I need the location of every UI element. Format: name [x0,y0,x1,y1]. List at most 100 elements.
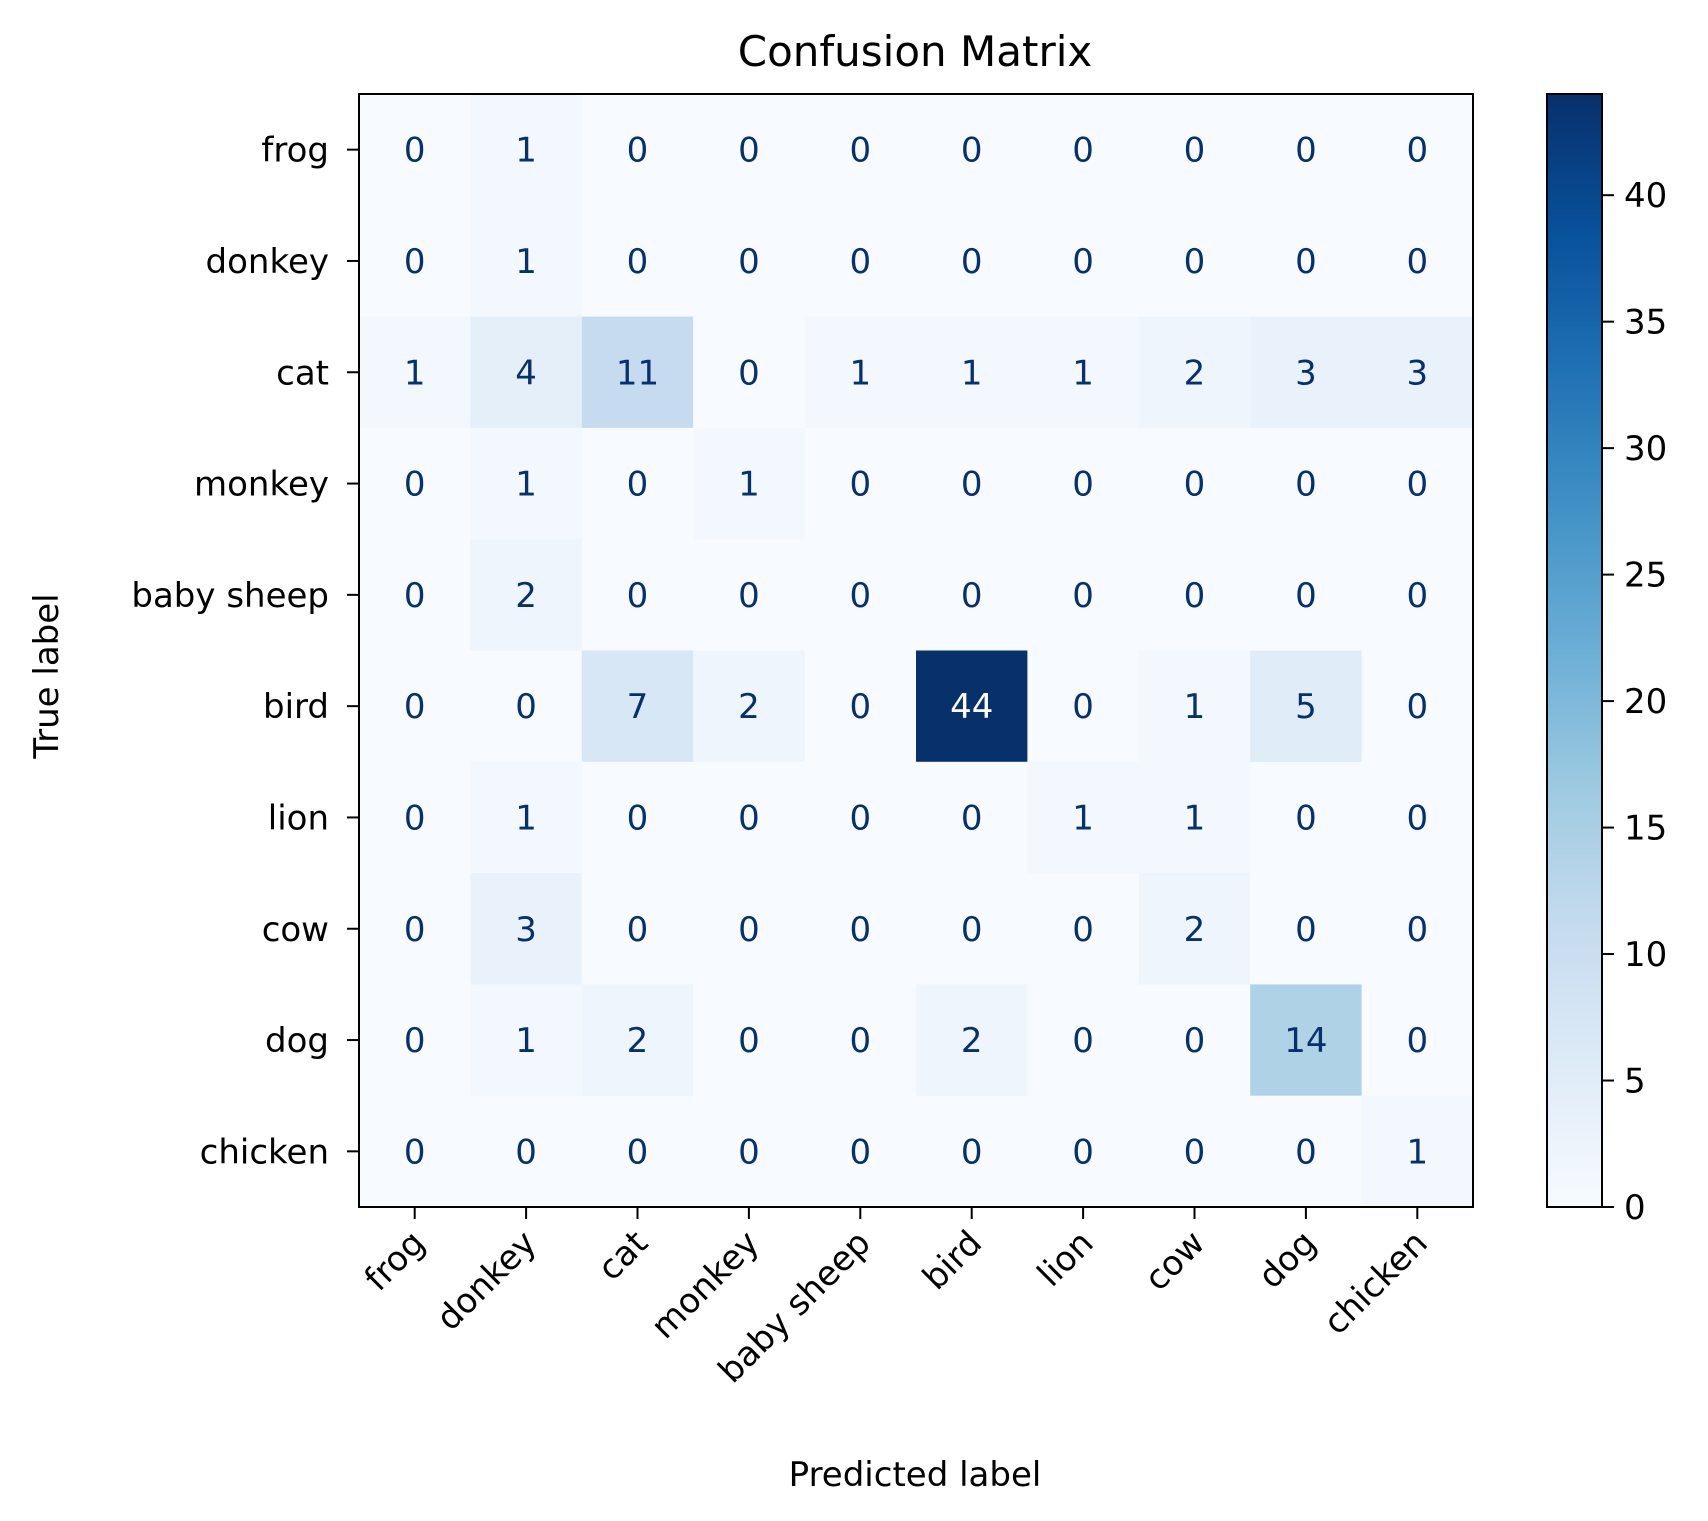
heatmap-cell [1250,316,1363,429]
plot-frame [358,93,1474,1208]
heatmap-cell [1361,205,1474,318]
cell-value-label: 0 [1072,910,1094,950]
y-tick-label: lion [268,798,329,838]
heatmap-cell [1138,873,1251,985]
heatmap-cell [470,316,583,429]
cell-value-label: 0 [1184,1021,1206,1061]
heatmap-cell [916,427,1028,540]
heatmap-cell [916,539,1028,651]
cell-value-label: 0 [1406,131,1428,171]
heatmap-cell [581,94,694,206]
cell-value-label: 3 [1406,353,1428,393]
cell-value-label: 0 [849,242,871,282]
heatmap-cell [1027,316,1140,429]
heatmap-cell [693,205,806,318]
heatmap-cell [581,427,694,540]
heatmap-cell [359,650,471,763]
cell-value-label: 0 [738,910,760,950]
heatmap-cell [804,427,917,540]
cell-value-label: 1 [1406,1132,1428,1172]
cell-value-label: 0 [404,910,426,950]
heatmap-cell [693,427,806,540]
heatmap-cell [693,650,806,763]
cell-value-label: 0 [961,1132,983,1172]
heatmap-cell [1361,427,1474,540]
cell-value-label: 0 [1184,576,1206,616]
y-tick-label: baby sheep [131,576,329,616]
heatmap-cell [1250,94,1363,206]
cell-value-label: 2 [1184,353,1206,393]
colorbar-tick-label: 15 [1624,809,1667,849]
x-tick-label: cow [1137,1223,1213,1299]
y-tick-label: donkey [206,242,329,282]
heatmap-cell [1027,1095,1140,1208]
heatmap-cell [359,1095,471,1208]
heatmap-cell [804,1095,917,1208]
cell-value-label: 0 [1072,242,1094,282]
heatmap-cell [470,761,583,874]
heatmap-cell [1361,539,1474,651]
heatmap-cell [1138,539,1251,651]
heatmap-cell [1138,316,1251,429]
x-tick-label: chicken [1316,1223,1436,1343]
colorbar-tick-label: 20 [1624,682,1667,722]
heatmap-cell [1361,761,1474,874]
cell-value-label: 0 [1072,1021,1094,1061]
heatmap-cell [1361,94,1474,206]
cell-value-label: 44 [950,687,993,727]
heatmap-cell [359,427,471,540]
cell-value-label: 0 [1295,242,1317,282]
cell-value-label: 7 [627,687,649,727]
cell-value-label: 0 [627,576,649,616]
cell-value-label: 0 [738,353,760,393]
heatmap-cell [804,205,917,318]
cell-value-label: 0 [404,576,426,616]
y-tick-label: frog [261,131,329,171]
cell-value-label: 0 [1072,131,1094,171]
cell-value-label: 2 [961,1021,983,1061]
y-axis-label: True label [27,593,67,759]
cell-value-label: 0 [404,1021,426,1061]
cell-value-label: 0 [1406,798,1428,838]
colorbar [1546,93,1603,1208]
cell-value-label: 0 [404,131,426,171]
heatmap-cell [693,94,806,206]
heatmap-cell [1138,650,1251,763]
heatmap-cell [1250,205,1363,318]
heatmap-cell [693,539,806,651]
cell-value-label: 0 [1072,465,1094,505]
x-tick-label: bird [915,1223,990,1298]
heatmap-cell [1138,761,1251,874]
heatmap-cell [693,761,806,874]
y-tick-label: bird [263,687,329,727]
heatmap-cell [804,873,917,985]
cell-value-label: 0 [1406,1021,1428,1061]
cell-value-label: 0 [1295,1132,1317,1172]
cell-value-label: 0 [627,910,649,950]
heatmap-cell [581,650,694,763]
cell-value-label: 0 [849,798,871,838]
cell-value-label: 1 [515,242,537,282]
heatmap-cells [359,94,1474,1208]
y-tick-label: dog [265,1021,329,1061]
heatmap-cell [693,1095,806,1208]
cell-value-label: 0 [1295,910,1317,950]
cell-value-label: 0 [738,1021,760,1061]
cell-value-label: 4 [515,353,537,393]
heatmap-cell [359,539,471,651]
cell-value-label: 0 [1184,1132,1206,1172]
heatmap-cell [581,873,694,985]
cell-value-label: 1 [1072,798,1094,838]
heatmap-cell [804,650,917,763]
heatmap-cell [470,1095,583,1208]
cell-value-label: 1 [1184,687,1206,727]
heatmap-cell [1138,205,1251,318]
cell-value-label: 0 [404,687,426,727]
heatmap-cell [1027,761,1140,874]
cell-value-label: 0 [1184,131,1206,171]
cell-value-label: 0 [1406,465,1428,505]
heatmap-cell [470,650,583,763]
heatmap-cell [804,984,917,1097]
heatmap-cell [470,984,583,1097]
